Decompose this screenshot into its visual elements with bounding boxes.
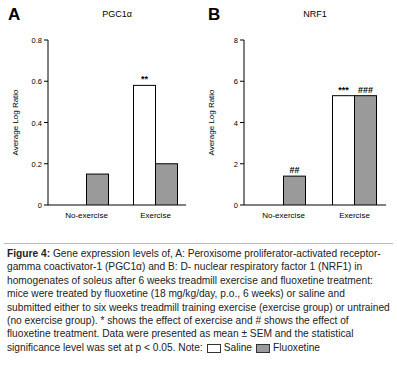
y-tick <box>44 122 48 123</box>
y-tick-label: 8 <box>234 36 238 45</box>
x-tick-label: Exercise <box>339 211 370 220</box>
bar <box>134 85 156 205</box>
note-label: Note: <box>178 342 202 353</box>
legend-swatch <box>256 344 270 353</box>
significance-mark: ## <box>289 165 299 175</box>
y-tick <box>240 122 244 123</box>
y-tick <box>44 81 48 82</box>
y-tick-label: 0.4 <box>32 119 42 128</box>
x-tick-label: No-exercise <box>65 211 108 220</box>
y-tick <box>44 205 48 206</box>
y-axis-label: Average Log Ratio <box>207 89 216 156</box>
y-tick-label: 0 <box>38 201 42 210</box>
y-tick-label: 0.2 <box>32 160 42 169</box>
bar <box>284 176 306 205</box>
caption: Figure 4: Gene expression levels of, A: … <box>4 243 393 354</box>
bars <box>87 85 178 205</box>
bar <box>156 164 178 205</box>
panel: A PGC1α Average Log Ratio 0 0.2 0.4 0.6 0.8 No-e… <box>8 5 186 220</box>
bar <box>333 96 355 205</box>
y-tick-label: 0 <box>234 201 238 210</box>
y-tick <box>44 163 48 164</box>
figure-label: Figure 4: <box>7 248 50 259</box>
significance-mark: ### <box>358 85 373 95</box>
y-tick-label: 6 <box>234 77 238 86</box>
y-axis-label: Average Log Ratio <box>11 89 20 156</box>
bar <box>65 205 87 206</box>
x-tick-label: No-exercise <box>262 211 305 220</box>
significance-mark: *** <box>338 85 349 95</box>
y-tick-label: 0.6 <box>32 77 42 86</box>
y-tick-label: 2 <box>234 160 238 169</box>
legend-entry: Fluoxetine <box>273 342 320 353</box>
y-tick-label: 0.8 <box>32 36 42 45</box>
legend-entry: Saline <box>224 342 252 353</box>
bar <box>87 174 109 205</box>
chart-title: PGC1α <box>102 9 132 19</box>
y-tick-label: 4 <box>234 119 238 128</box>
bar <box>262 205 284 206</box>
legend-swatch <box>207 344 221 353</box>
panel-label: A <box>8 5 20 24</box>
significance-mark: ** <box>141 74 149 84</box>
x-tick-label: Exercise <box>140 211 171 220</box>
chart-title: NRF1 <box>303 9 327 19</box>
y-tick <box>240 81 244 82</box>
panel-label: B <box>208 5 220 24</box>
y-tick <box>240 40 244 41</box>
panel: B NRF1 Average Log Ratio 0 2 4 6 8 No-exercise Ex… <box>207 5 386 220</box>
caption-text: Gene expression levels of, A: Peroxisome… <box>7 248 390 353</box>
y-tick <box>240 163 244 164</box>
bars <box>284 96 377 205</box>
bar <box>355 96 377 205</box>
y-tick <box>44 40 48 41</box>
y-tick <box>240 205 244 206</box>
figure: A PGC1α Average Log Ratio 0 0.2 0.4 0.6 0.8 No-e… <box>0 0 397 242</box>
